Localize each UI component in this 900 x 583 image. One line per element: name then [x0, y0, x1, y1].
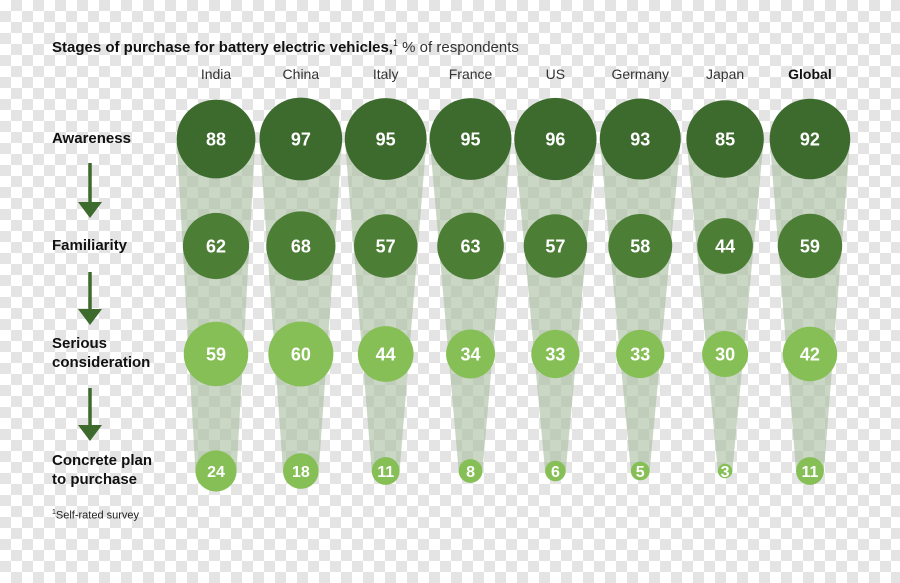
arrow-head-1: [78, 202, 102, 218]
bubble-familiarity-germany: [608, 214, 673, 278]
bubble-serious-consideration-us: [531, 329, 580, 379]
bubble-serious-consideration-china: [268, 321, 334, 387]
bubble-concrete-plan-to-purchase-us: [545, 460, 566, 482]
footnote-marker: 1: [52, 509, 56, 516]
value-label-familiarity-italy: 57: [376, 236, 396, 256]
bubble-serious-consideration-italy: [357, 326, 414, 382]
value-label-familiarity-china: 68: [291, 236, 311, 256]
value-label-concrete-plan-to-purchase-global: 11: [801, 464, 818, 481]
bubble-familiarity-india: [182, 212, 250, 280]
bubble-concrete-plan-to-purchase-france: [458, 459, 483, 483]
value-label-concrete-plan-to-purchase-china: 18: [292, 464, 310, 481]
funnel-france: [429, 139, 512, 471]
value-label-serious-consideration-china: 60: [291, 344, 311, 364]
value-label-familiarity-germany: 58: [630, 236, 650, 256]
bubble-awareness-italy: [344, 98, 427, 180]
stage-label-familiarity-line-1: Familiarity: [52, 237, 128, 254]
bubble-awareness-france: [429, 98, 512, 180]
value-label-awareness-global: 92: [800, 129, 820, 149]
bubble-concrete-plan-to-purchase-china: [283, 453, 319, 489]
column-header-china: China: [283, 66, 320, 82]
column-header-germany: Germany: [611, 66, 669, 82]
value-label-concrete-plan-to-purchase-germany: 5: [636, 464, 645, 481]
chart-title: Stages of purchase for battery electric …: [52, 38, 519, 56]
funnel-global: [769, 139, 851, 471]
bubble-concrete-plan-to-purchase-japan: [717, 463, 733, 479]
funnel-us: [514, 139, 597, 471]
value-label-concrete-plan-to-purchase-japan: 3: [721, 464, 730, 481]
bubble-concrete-plan-to-purchase-germany: [630, 461, 650, 481]
value-label-awareness-us: 96: [545, 129, 565, 149]
stage-label-concrete-plan-to-purchase-line-1: Concrete plan: [52, 452, 153, 469]
bubble-awareness-us: [514, 97, 597, 181]
value-label-serious-consideration-italy: 44: [376, 344, 396, 364]
bubble-familiarity-france: [437, 212, 504, 280]
arrow-head-3: [78, 425, 102, 441]
value-label-familiarity-japan: 44: [715, 236, 735, 256]
bubble-awareness-india: [176, 99, 256, 179]
bubble-awareness-china: [259, 97, 343, 181]
value-label-awareness-japan: 85: [715, 129, 735, 149]
column-header-india: India: [201, 66, 232, 82]
footnote-text: Self-rated survey: [55, 509, 140, 522]
value-label-serious-consideration-japan: 30: [715, 344, 735, 364]
column-header-italy: Italy: [373, 66, 399, 82]
column-header-global: Global: [788, 66, 832, 82]
bubble-awareness-germany: [599, 98, 681, 180]
bubble-familiarity-us: [523, 214, 588, 278]
stage-label-concrete-plan-to-purchase-line-2: to purchase: [52, 471, 138, 488]
value-label-serious-consideration-india: 59: [206, 344, 226, 364]
value-label-concrete-plan-to-purchase-us: 6: [551, 464, 560, 481]
value-label-familiarity-us: 57: [545, 236, 565, 256]
bubble-concrete-plan-to-purchase-global: [796, 457, 824, 485]
value-label-serious-consideration-global: 42: [800, 344, 820, 364]
bubble-serious-consideration-japan: [702, 330, 749, 378]
value-label-familiarity-france: 63: [461, 236, 481, 256]
footnote: 1Self-rated survey: [52, 509, 139, 522]
value-label-serious-consideration-france: 34: [461, 344, 481, 364]
title-footnote-marker: 1: [392, 38, 398, 48]
value-label-awareness-china: 97: [291, 129, 311, 149]
chart-title-main: Stages of purchase for battery electric …: [52, 39, 393, 56]
bubble-familiarity-china: [266, 211, 336, 281]
chart-title-unit: % of respondents: [402, 39, 519, 56]
value-label-familiarity-india: 62: [206, 236, 226, 256]
bubble-awareness-japan: [686, 100, 764, 178]
stage-label-awareness-line-1: Awareness: [52, 130, 131, 147]
bubble-familiarity-japan: [697, 218, 753, 274]
value-label-serious-consideration-germany: 33: [630, 344, 650, 364]
stage-label-serious-consideration-line-2: consideration: [52, 354, 151, 371]
stage-label-serious-consideration-line-1: Serious: [52, 335, 108, 352]
value-label-concrete-plan-to-purchase-india: 24: [207, 464, 225, 481]
value-label-concrete-plan-to-purchase-france: 8: [466, 464, 475, 481]
bubble-awareness-global: [769, 98, 851, 180]
bubble-serious-consideration-france: [446, 329, 496, 379]
value-label-awareness-india: 88: [206, 129, 226, 149]
bubble-serious-consideration-india: [183, 321, 249, 387]
funnel-china: [259, 139, 343, 471]
value-label-familiarity-global: 59: [800, 236, 820, 256]
bubble-serious-consideration-germany: [616, 329, 665, 379]
arrow-head-2: [78, 309, 102, 325]
column-header-japan: Japan: [706, 66, 744, 82]
value-label-awareness-germany: 93: [630, 129, 650, 149]
column-header-france: France: [449, 66, 493, 82]
funnel-germany: [599, 139, 681, 471]
bubble-concrete-plan-to-purchase-india: [195, 450, 237, 492]
bubble-concrete-plan-to-purchase-italy: [371, 457, 400, 485]
value-label-serious-consideration-us: 33: [545, 344, 565, 364]
funnel-italy: [344, 139, 427, 471]
funnel-india: [176, 139, 256, 471]
bubble-familiarity-italy: [353, 214, 418, 278]
value-label-awareness-italy: 95: [376, 129, 396, 149]
funnel-japan: [686, 139, 764, 471]
column-header-us: US: [546, 66, 565, 82]
bubble-familiarity-global: [777, 213, 843, 279]
bubble-serious-consideration-global: [782, 326, 838, 382]
value-label-concrete-plan-to-purchase-italy: 11: [377, 464, 394, 481]
value-label-awareness-france: 95: [461, 129, 481, 149]
